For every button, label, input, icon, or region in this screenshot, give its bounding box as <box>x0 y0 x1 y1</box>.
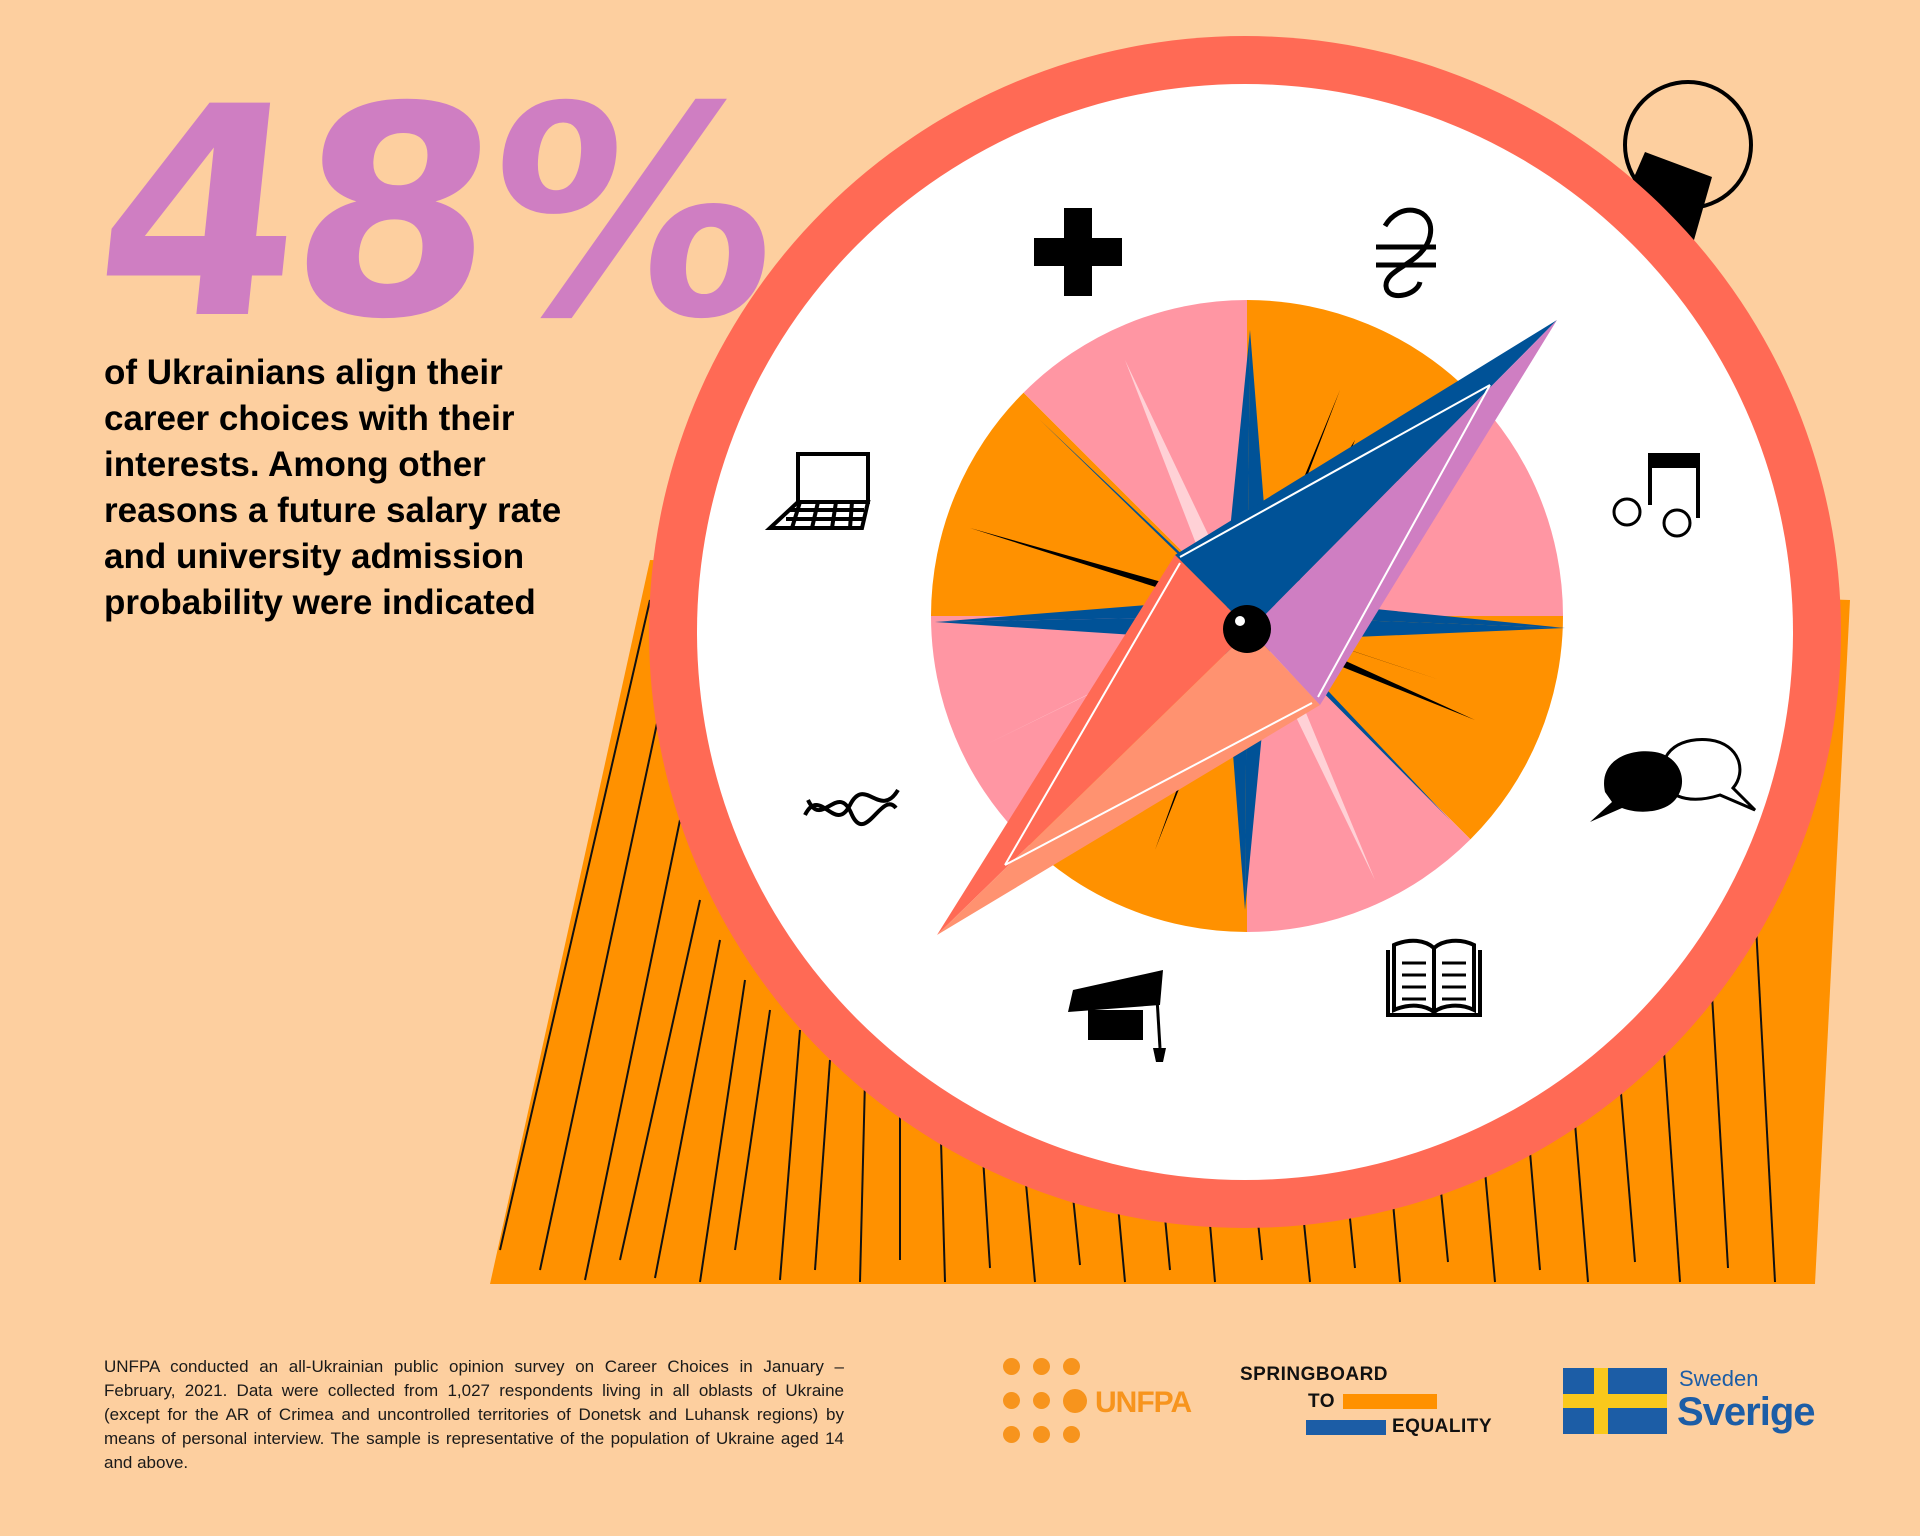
dna-icon <box>803 788 900 826</box>
open-book-icon <box>1386 938 1482 1017</box>
hryvnia-icon <box>1376 207 1436 298</box>
music-note-icon <box>1612 453 1700 538</box>
springboard-line1: SPRINGBOARD <box>1240 1364 1389 1385</box>
medical-cross-icon <box>1034 208 1122 296</box>
unfpa-dots <box>1003 1358 1093 1448</box>
headline-stat: 48% <box>82 46 788 383</box>
unfpa-logo: UNFPA <box>1003 1358 1192 1448</box>
swedish-flag-icon <box>1563 1368 1667 1434</box>
springboard-line2: TO <box>1308 1391 1336 1412</box>
sweden-logo: Sweden Sverige <box>1563 1366 1823 1436</box>
sweden-label: Sweden <box>1679 1366 1759 1391</box>
compass-needle <box>937 320 1557 935</box>
speech-bubbles-icon <box>1590 738 1757 822</box>
laptop-icon <box>764 452 871 530</box>
unfpa-wordmark: UNFPA <box>1095 1386 1192 1419</box>
un-emblem-icon <box>1063 1389 1087 1413</box>
headline-text: of Ukrainians align their career choices… <box>104 353 562 622</box>
graduation-cap-icon <box>1068 970 1166 1062</box>
sverige-label: Sverige <box>1677 1390 1816 1434</box>
springboard-blue-bar <box>1306 1420 1386 1435</box>
survey-footnote: UNFPA conducted an all-Ukrainian public … <box>104 1357 844 1472</box>
springboard-to-equality-logo: SPRINGBOARD TO EQUALITY <box>1240 1364 1520 1444</box>
springboard-line3: EQUALITY <box>1392 1416 1493 1437</box>
springboard-orange-bar <box>1343 1394 1437 1409</box>
